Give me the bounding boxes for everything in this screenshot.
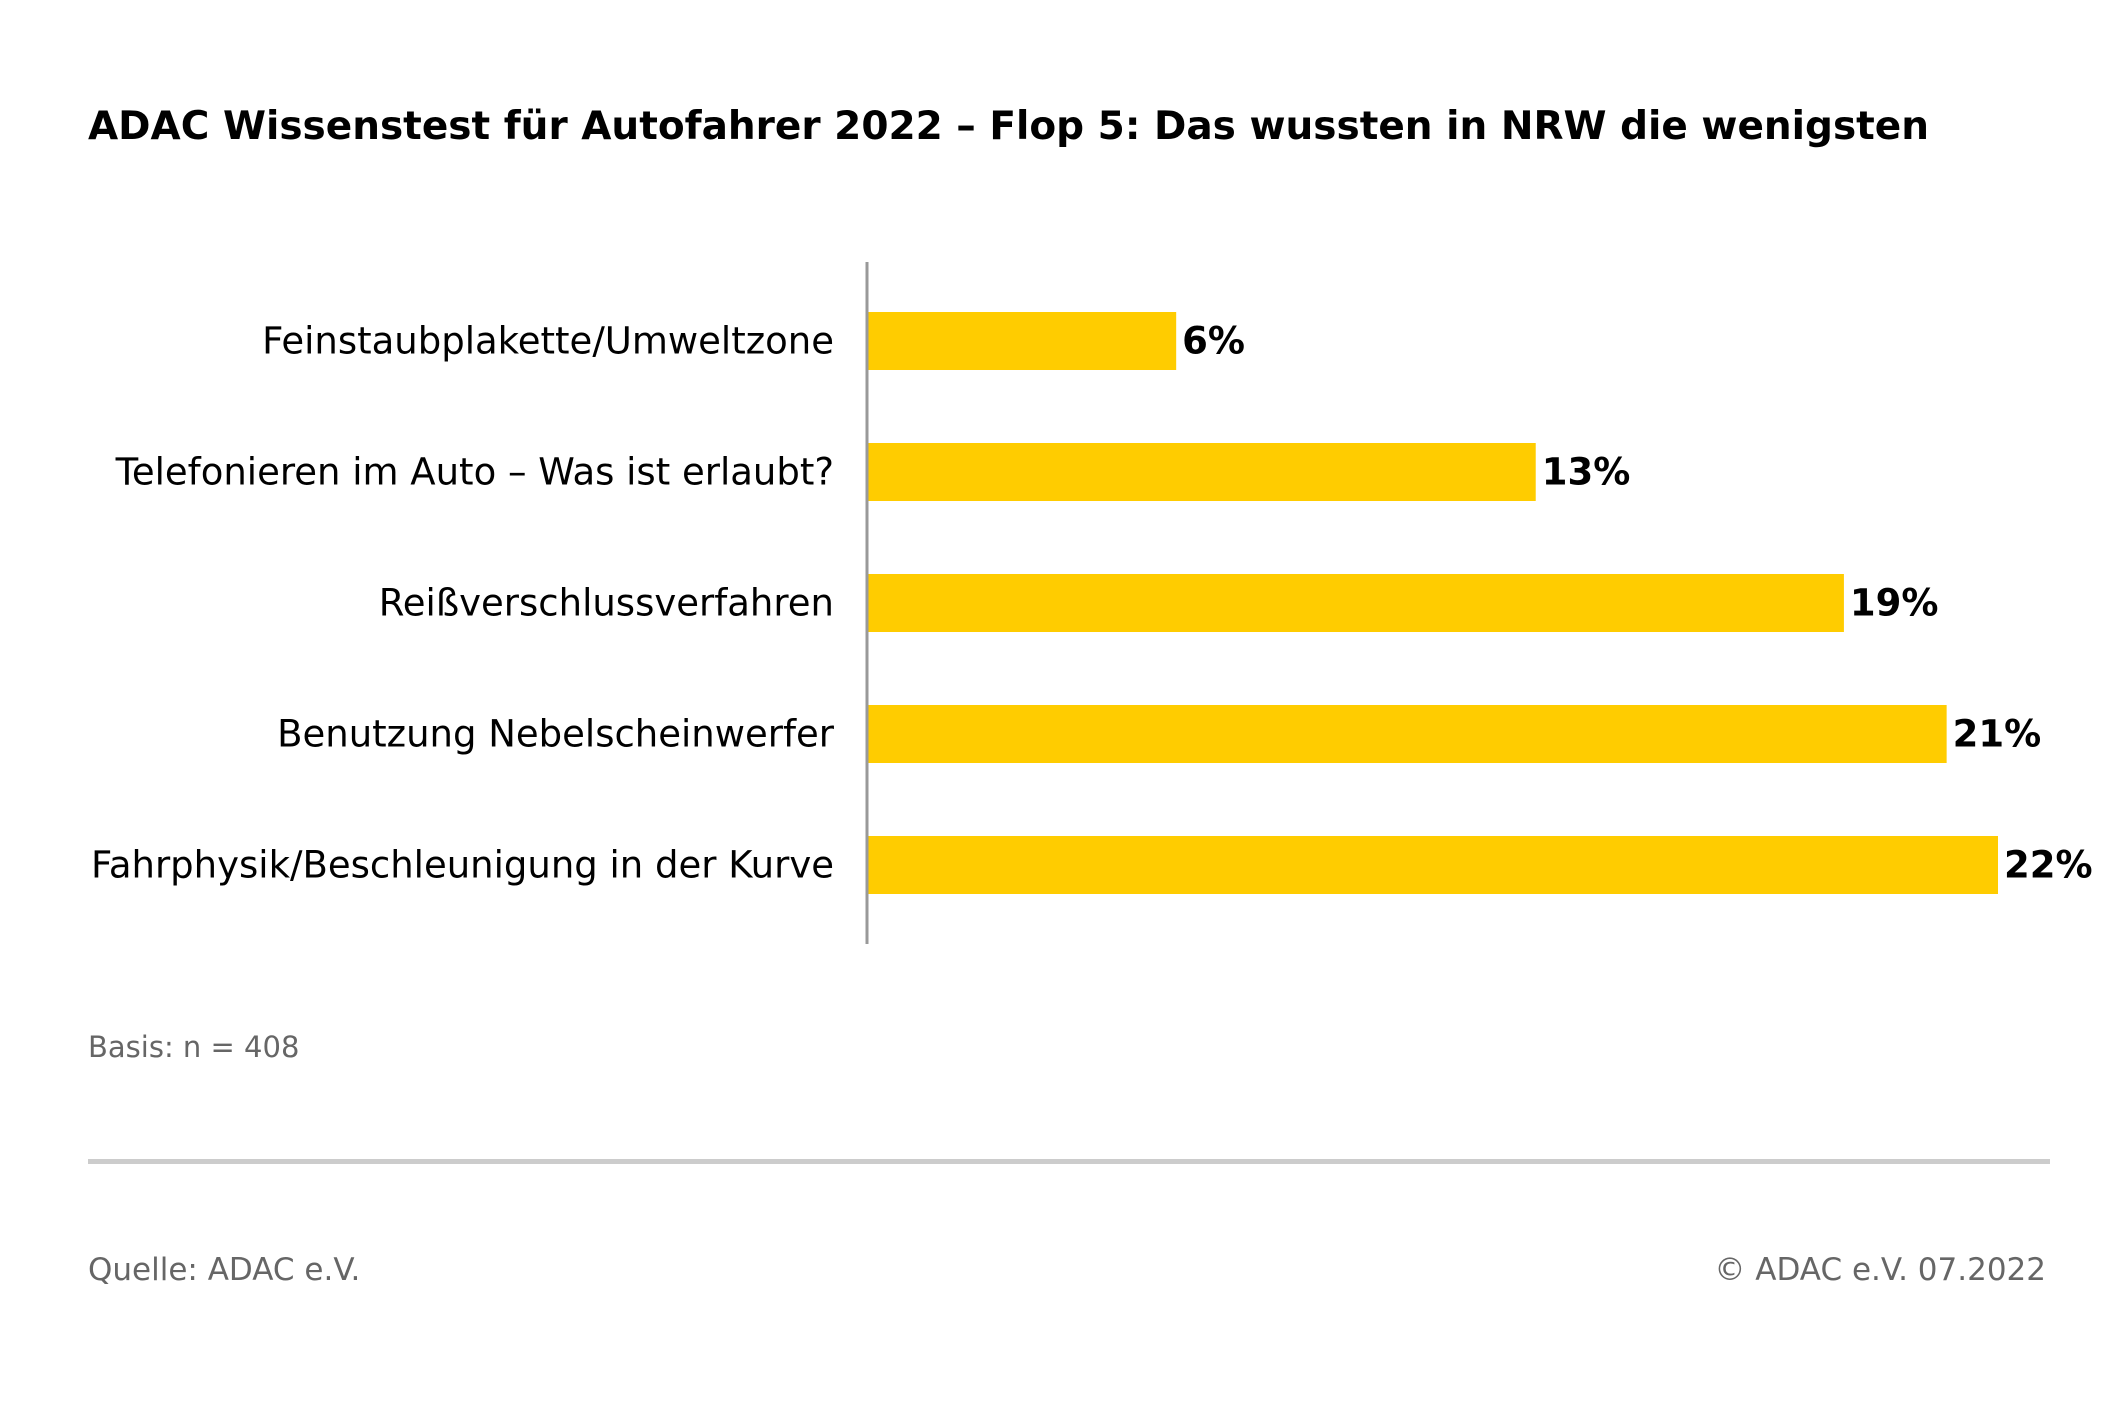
- category-label: Feinstaubplakette/Umweltzone: [262, 320, 834, 363]
- bar: [868, 836, 1998, 894]
- chart-title: ADAC Wissenstest für Autofahrer 2022 – F…: [88, 104, 1930, 149]
- category-label: Fahrphysik/Beschleunigung in der Kurve: [91, 844, 834, 887]
- source-note: Quelle: ADAC e.V.: [88, 1252, 361, 1288]
- sample-size-note: Basis: n = 408: [88, 1030, 300, 1064]
- value-label: 22%: [2004, 844, 2093, 887]
- value-label: 13%: [1542, 451, 1631, 494]
- bars-layer: Feinstaubplakette/Umweltzone 6% Telefonier…: [91, 312, 2093, 894]
- footer-divider: [88, 1159, 2050, 1164]
- value-label: 19%: [1850, 582, 1939, 625]
- value-label: 21%: [1953, 713, 2042, 756]
- bar: [868, 574, 1844, 632]
- bar: [868, 312, 1177, 370]
- copyright-note: © ADAC e.V. 07.2022: [1714, 1252, 2046, 1288]
- bar-chart: Feinstaubplakette/Umweltzone 6% Telefonier…: [91, 262, 2093, 944]
- bar: [868, 443, 1536, 501]
- category-label: Reißverschlussverfahren: [379, 582, 834, 625]
- category-label: Telefonieren im Auto – Was ist erlaubt?: [115, 451, 834, 494]
- value-label: 6%: [1182, 320, 1245, 363]
- bar: [868, 705, 1947, 763]
- category-label: Benutzung Nebelscheinwerfer: [277, 713, 835, 756]
